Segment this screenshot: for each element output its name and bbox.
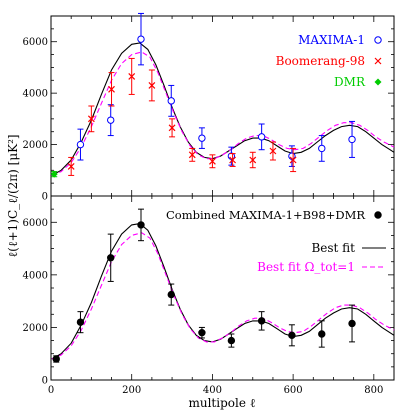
- top-data-point: [137, 35, 145, 43]
- bottom-data-point: [167, 290, 175, 299]
- bottom-data-point: [76, 318, 85, 326]
- bottom-y-tick-label: 6000: [23, 218, 48, 229]
- top-data-point: [167, 97, 175, 105]
- bottom-frame: [50, 195, 395, 381]
- bottom-x-tick-label: 400: [203, 385, 222, 396]
- top-data-point: [188, 151, 196, 159]
- top-data-point: [318, 144, 326, 153]
- top-curve-dashed: [51, 51, 395, 176]
- top-data-point: [257, 133, 266, 141]
- bottom-data-point: [288, 331, 296, 340]
- top-data-point: [148, 82, 156, 89]
- top-y-tick-label: 2000: [23, 140, 48, 151]
- bottom-panel: 0 200 400 600 800 0 2000 4000 6000 Combined MAXIM…: [23, 195, 395, 396]
- top-data-point: [198, 134, 206, 142]
- legend-marker: [374, 78, 382, 86]
- bottom-data-point: [52, 355, 60, 363]
- top-data-point: [249, 156, 257, 164]
- top-data-point: [208, 157, 216, 165]
- bottom-x-tick-label: 800: [364, 385, 383, 396]
- bottom-data-point: [348, 319, 356, 328]
- top-y-tick-label: 6000: [23, 37, 48, 48]
- y-axis-label: ℓ(ℓ+1)C_ℓ/(2π) [μK²]: [6, 134, 20, 257]
- top-data-point: [76, 140, 85, 149]
- bottom-y-tick-label: 2000: [23, 323, 48, 334]
- legend-label: Boomerang-98: [276, 54, 365, 68]
- legend-label: DMR: [334, 75, 366, 89]
- legend-marker: [374, 211, 382, 219]
- legend-marker: [374, 36, 382, 44]
- top-data-point: [107, 116, 115, 124]
- bottom-data-point: [227, 336, 236, 345]
- top-y-tick-label: 4000: [23, 89, 48, 100]
- legend-label: Combined MAXIMA-1+B98+DMR: [166, 208, 365, 222]
- bottom-x-tick-label: 600: [284, 385, 303, 396]
- top-data-point: [67, 163, 75, 170]
- top-data-point: [289, 156, 297, 164]
- bottom-data-point: [318, 330, 326, 338]
- bottom-curve-dashed: [51, 232, 395, 360]
- bottom-y-tick-label: 0: [42, 376, 48, 387]
- top-data-point: [269, 147, 277, 155]
- bottom-data-point: [257, 317, 266, 325]
- top-data-point: [348, 135, 356, 144]
- top-data-point: [50, 170, 58, 178]
- legend-label: Best fit Ω_tot=1: [257, 260, 355, 274]
- legend-marker: [374, 57, 382, 65]
- bottom-y-tick-label: 4000: [23, 270, 48, 281]
- bottom-x-tick-label: 0: [48, 385, 54, 396]
- bottom-x-tick-label: 200: [122, 385, 141, 396]
- top-data-point: [87, 115, 95, 123]
- top-panel: 0 2000 4000 6000 MAXIMA-1 Boomerang-98 DMR: [23, 12, 395, 203]
- bottom-data-point: [107, 254, 115, 262]
- x-axis-label: multipole ℓ: [188, 396, 255, 410]
- top-data-point: [168, 124, 176, 132]
- top-data-point: [229, 156, 237, 164]
- top-data-point: [108, 85, 115, 93]
- top-y-tick-label: 0: [42, 192, 48, 203]
- legend-label: MAXIMA-1: [298, 33, 365, 47]
- bottom-data-point: [198, 328, 206, 337]
- legend-label: Best fit: [311, 241, 355, 255]
- bottom-data-point: [137, 221, 145, 229]
- top-data-point: [128, 73, 136, 80]
